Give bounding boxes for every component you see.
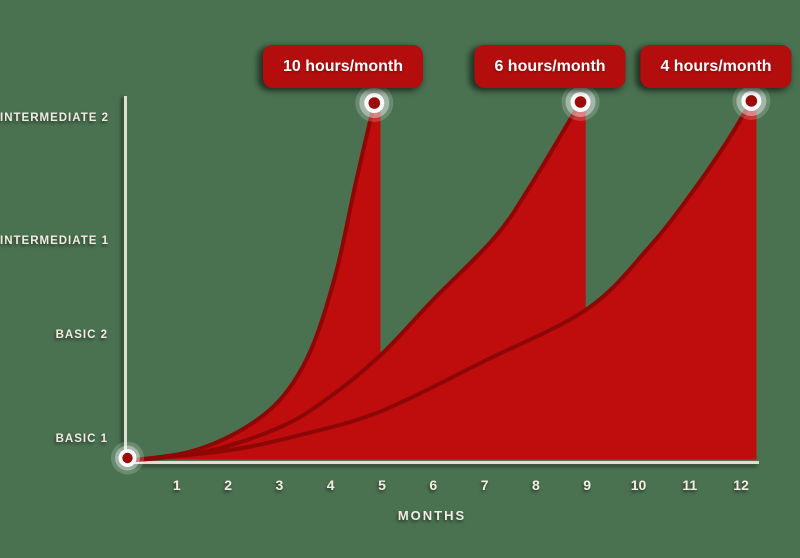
x-axis-line: [124, 461, 759, 464]
peak-marker-1-circle: [368, 97, 381, 109]
peak-markers: [111, 81, 771, 475]
x-tick-8: 8: [531, 477, 540, 493]
x-tick-6: 6: [429, 477, 438, 493]
badge-10-hours-month: 10 hours/month: [262, 45, 424, 88]
x-tick-1: 1: [172, 477, 181, 493]
x-axis-title: MONTHS: [397, 508, 467, 523]
origin-marker-circle: [122, 452, 133, 464]
x-tick-5: 5: [378, 477, 386, 493]
peak-marker-2: [561, 83, 600, 121]
series-areas: [125, 99, 757, 463]
peak-marker-1: [355, 84, 394, 123]
x-tick-3: 3: [275, 477, 284, 493]
x-tick-4: 4: [326, 477, 335, 493]
peak-marker-3-circle: [745, 95, 758, 107]
y-label-intermediate-2: INTERMEDIATE 2: [0, 112, 109, 124]
y-label-basic-1: BASIC 1: [55, 433, 108, 445]
badge-6-hours-month: 6 hours/month: [474, 45, 626, 88]
x-tick-7: 7: [480, 477, 489, 493]
series-curve-3: [125, 99, 757, 463]
series-area-1: [125, 103, 381, 461]
peak-marker-3: [732, 81, 771, 120]
origin-marker: [111, 441, 144, 475]
series-curve-2: [125, 100, 586, 463]
x-tick-11: 11: [682, 477, 698, 493]
series-area-3: [125, 101, 757, 461]
series-curve-1: [125, 101, 381, 463]
x-tick-12: 12: [733, 477, 749, 493]
x-tick-10: 10: [630, 477, 647, 493]
y-label-intermediate-1: INTERMEDIATE 1: [0, 235, 109, 247]
x-tick-2: 2: [224, 477, 232, 493]
x-tick-9: 9: [583, 477, 592, 493]
y-label-basic-2: BASIC 2: [55, 329, 108, 341]
peak-marker-2-circle: [574, 96, 587, 108]
badge-4-hours-month: 4 hours/month: [640, 45, 792, 88]
y-axis-line: [124, 96, 127, 462]
